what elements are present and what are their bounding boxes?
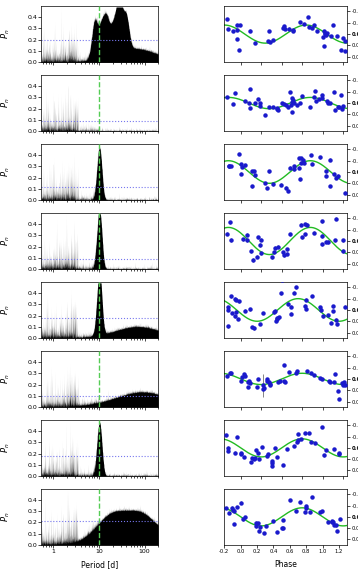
Y-axis label: $P_n$: $P_n$ (0, 236, 12, 246)
Y-axis label: $P_n$: $P_n$ (0, 305, 12, 315)
Y-axis label: $P_n$: $P_n$ (0, 374, 12, 384)
Y-axis label: $P_n$: $P_n$ (0, 512, 12, 522)
Y-axis label: $P_n$: $P_n$ (0, 29, 12, 39)
Y-axis label: $P_n$: $P_n$ (0, 98, 12, 108)
Y-axis label: $P_n$: $P_n$ (0, 442, 12, 453)
X-axis label: Phase: Phase (274, 560, 297, 569)
Y-axis label: $P_n$: $P_n$ (0, 167, 12, 177)
X-axis label: Period [d]: Period [d] (81, 560, 118, 569)
